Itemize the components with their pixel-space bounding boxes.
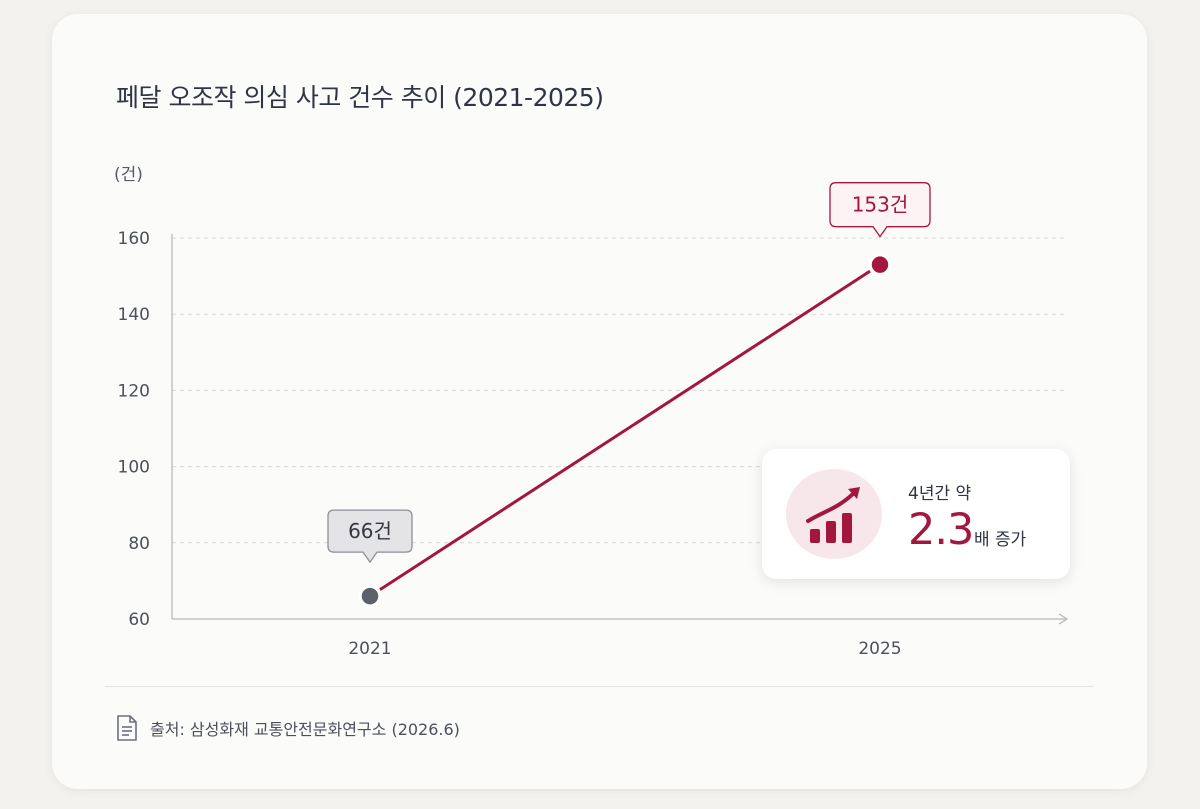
growth-badge xyxy=(786,469,882,559)
x-tick-label: 2021 xyxy=(348,639,391,659)
chart-card: 페달 오조작 의심 사고 건수 추이 (2021-2025) (건) 60 80 1… xyxy=(52,14,1147,789)
data-label-box xyxy=(829,182,931,238)
growth-period-label: 4년간 약 xyxy=(908,484,972,504)
document-icon xyxy=(117,715,137,741)
footer-divider xyxy=(105,686,1093,687)
source-note: 출처: 삼성화재 교통안전문화연구소 (2026.6) xyxy=(116,714,460,742)
chart-title: 페달 오조작 의심 사고 건수 추이 (2021-2025) xyxy=(116,83,604,112)
data-label-bubble: 153건 xyxy=(829,182,931,238)
y-axis-unit-label: (건) xyxy=(114,165,143,185)
x-tick-label: 2025 xyxy=(858,639,901,659)
data-label-box xyxy=(327,509,413,564)
y-tick-label: 160 xyxy=(118,229,150,249)
growth-multiplier-value: 2.3 xyxy=(908,505,974,555)
data-label-bubble: 66건 xyxy=(327,509,413,564)
rising-bar-chart-icon xyxy=(806,487,860,543)
growth-suffix-label: 배 증가 xyxy=(974,530,1027,550)
series-line xyxy=(368,263,882,598)
data-point xyxy=(359,585,381,607)
data-label-text: 153건 xyxy=(852,193,909,217)
y-tick-label: 120 xyxy=(118,381,150,401)
y-tick-label: 60 xyxy=(128,610,150,630)
y-tick-label: 140 xyxy=(118,305,150,325)
data-point xyxy=(869,253,891,276)
data-label-text: 66건 xyxy=(348,519,392,543)
y-tick-label: 100 xyxy=(118,458,150,478)
source-text: 출처: 삼성화재 교통안전문화연구소 (2026.6) xyxy=(150,720,460,739)
y-tick-label: 80 xyxy=(128,534,150,554)
x-axis-arrow xyxy=(1058,613,1069,625)
growth-callout: 4년간 약 2.3 배 증가 xyxy=(762,449,1070,579)
